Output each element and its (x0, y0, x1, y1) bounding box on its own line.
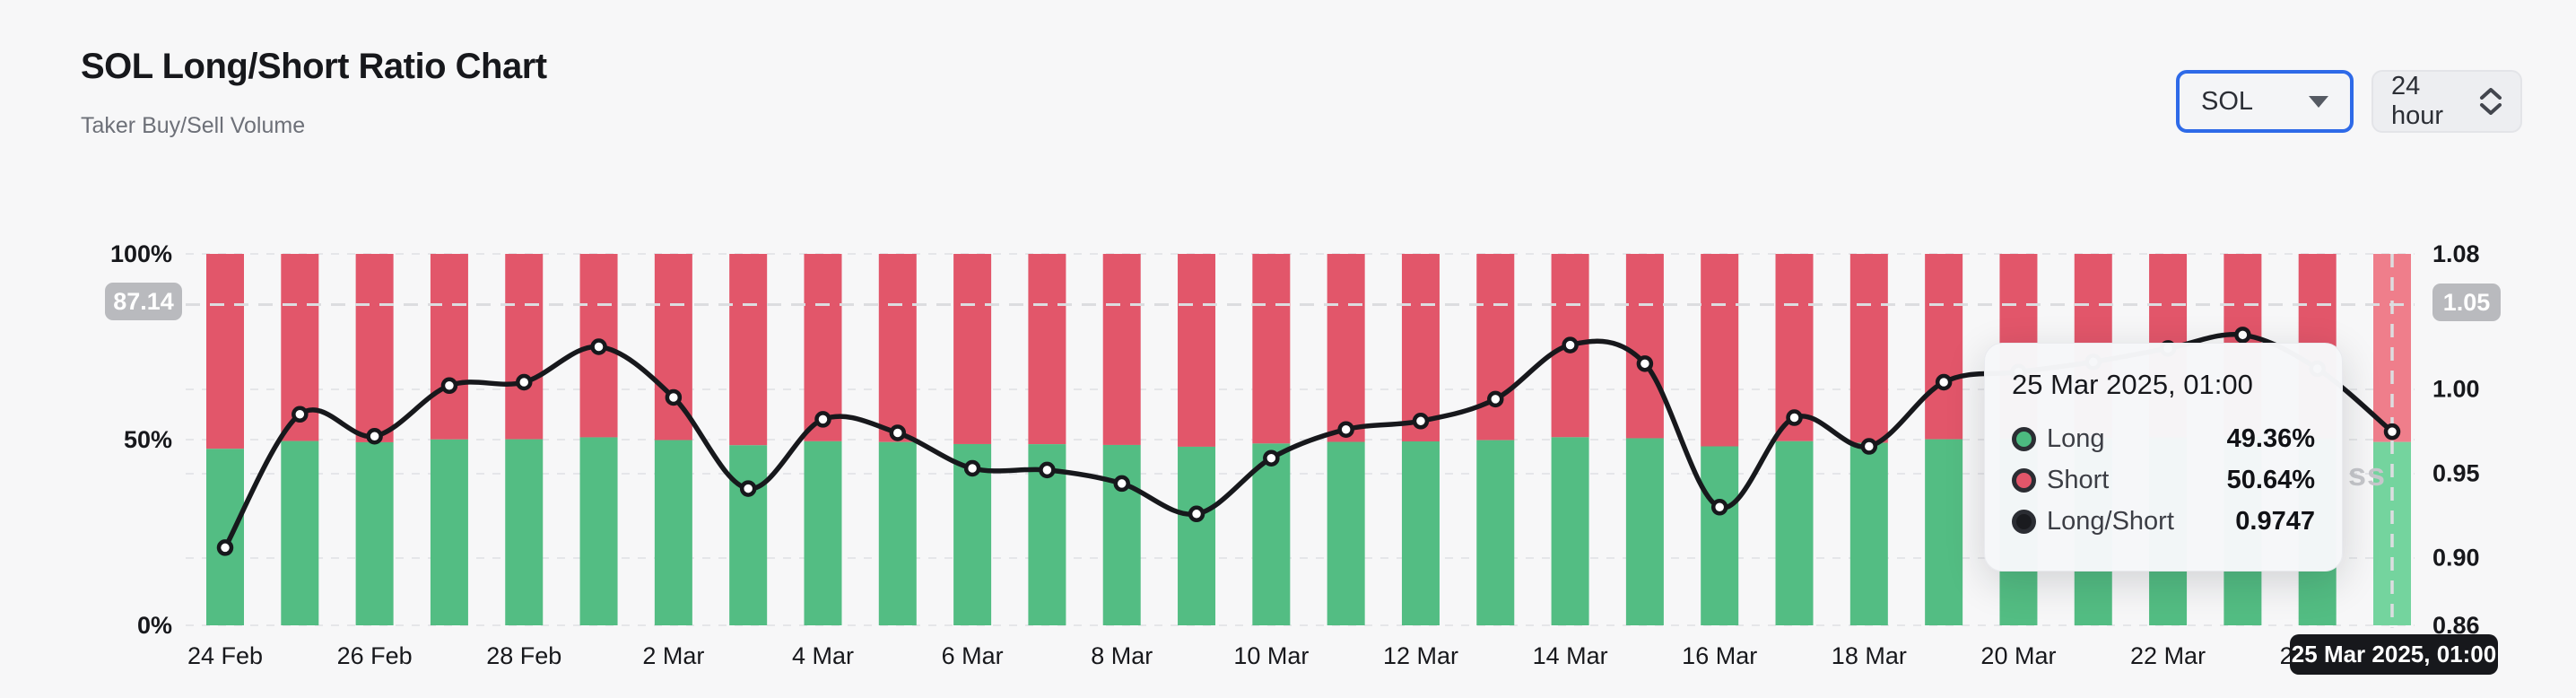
svg-text:12 Mar: 12 Mar (1383, 642, 1458, 669)
interval-select[interactable]: 24 hour (2371, 70, 2522, 133)
watermark-fragment: ss (2348, 456, 2387, 493)
tooltip-value: 0.9747 (2235, 507, 2315, 536)
svg-text:1.08: 1.08 (2432, 240, 2480, 267)
chart-tooltip: 25 Mar 2025, 01:00 Long 49.36% Short 50.… (1984, 343, 2343, 571)
short-dot-icon (2012, 468, 2036, 493)
svg-text:4 Mar: 4 Mar (792, 642, 854, 669)
svg-text:6 Mar: 6 Mar (942, 642, 1004, 669)
symbol-select[interactable]: SOL (2176, 70, 2354, 133)
tooltip-value: 49.36% (2226, 424, 2315, 453)
crosshair-left-axis-badge: 87.14 (105, 283, 182, 320)
long-dot-icon (2012, 427, 2036, 451)
svg-text:50%: 50% (124, 426, 172, 453)
svg-text:20 Mar: 20 Mar (1980, 642, 2056, 669)
chevron-down-icon (2309, 95, 2328, 108)
chart-controls: SOL 24 hour (2176, 70, 2522, 133)
page-subtitle: Taker Buy/Sell Volume (81, 113, 306, 138)
ratio-dot-icon (2012, 510, 2036, 534)
tooltip-row-short: Short 50.64% (2012, 466, 2315, 495)
svg-text:0%: 0% (137, 612, 172, 639)
svg-text:0.95: 0.95 (2432, 460, 2480, 487)
svg-text:14 Mar: 14 Mar (1533, 642, 1608, 669)
tooltip-label: Short (2047, 466, 2110, 494)
svg-text:28 Feb: 28 Feb (486, 642, 561, 669)
symbol-select-value: SOL (2201, 86, 2254, 116)
svg-text:0.90: 0.90 (2432, 545, 2480, 571)
crosshair-right-axis-badge: 1.05 (2432, 284, 2501, 321)
svg-text:2 Mar: 2 Mar (642, 642, 704, 669)
tooltip-label: Long/Short (2047, 507, 2174, 536)
tooltip-row-long: Long 49.36% (2012, 424, 2315, 454)
tooltip-date: 25 Mar 2025, 01:00 (2012, 369, 2253, 400)
up-down-chevrons-icon (2479, 88, 2502, 115)
page-title: SOL Long/Short Ratio Chart (81, 47, 547, 86)
svg-text:16 Mar: 16 Mar (1682, 642, 1757, 669)
crosshair-date-badge: 25 Mar 2025, 01:00 (2290, 634, 2498, 675)
svg-text:26 Feb: 26 Feb (337, 642, 413, 669)
svg-text:8 Mar: 8 Mar (1091, 642, 1153, 669)
interval-select-value: 24 hour (2391, 72, 2444, 130)
tooltip-value: 50.64% (2226, 466, 2315, 494)
tooltip-row-ratio: Long/Short 0.9747 (2012, 507, 2315, 537)
svg-text:18 Mar: 18 Mar (1832, 642, 1907, 669)
tooltip-label: Long (2047, 424, 2105, 453)
svg-text:24 Feb: 24 Feb (187, 642, 263, 669)
svg-text:22 Mar: 22 Mar (2130, 642, 2206, 669)
svg-text:1.00: 1.00 (2432, 376, 2480, 403)
svg-text:100%: 100% (110, 240, 172, 267)
svg-text:10 Mar: 10 Mar (1233, 642, 1309, 669)
